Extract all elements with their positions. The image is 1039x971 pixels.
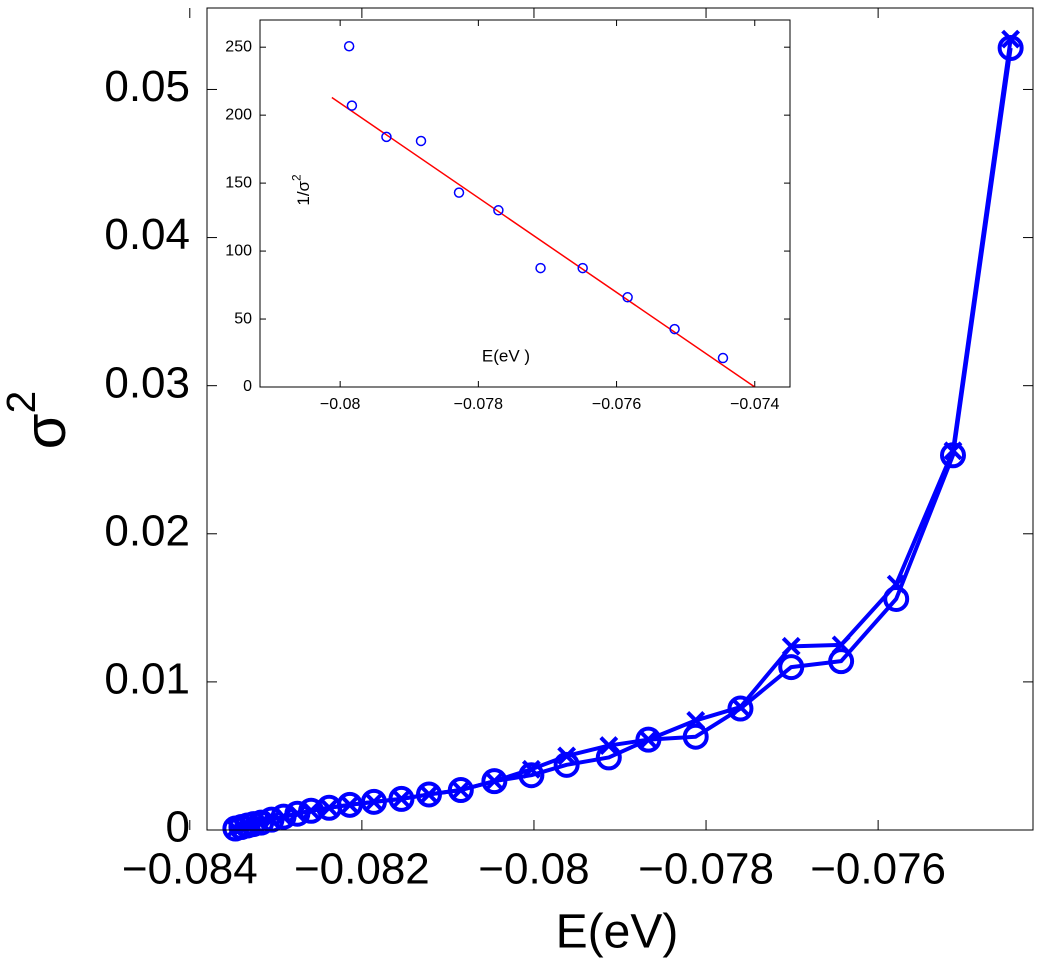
- marker-cross: [319, 798, 339, 818]
- marker-cross: [638, 730, 658, 750]
- marker-cross: [419, 785, 439, 804]
- marker-cross: [686, 710, 706, 730]
- y-axis-label-base: 1/σ: [294, 180, 313, 205]
- marker-cross: [301, 801, 321, 821]
- marker-cross: [274, 807, 293, 827]
- x-tick-label: −0.084: [122, 845, 258, 894]
- marker-circle: [577, 262, 588, 274]
- y-tick-label: 0: [243, 378, 252, 395]
- marker-circle: [381, 131, 392, 143]
- marker-cross: [599, 736, 619, 755]
- y-tick-label: 200: [225, 106, 252, 123]
- marker-circle: [346, 100, 358, 111]
- marker-cross: [1001, 29, 1021, 49]
- marker-circle: [622, 292, 633, 303]
- axes: −0.08 −0.078 −0.076 −0.074 0 50 100 150 200 250 E(…: [225, 19, 791, 413]
- x-axis-label: E(eV): [556, 906, 679, 959]
- marker-circle: [343, 40, 355, 52]
- y-tick-label: 0.02: [104, 506, 190, 555]
- marker-cross: [731, 697, 750, 717]
- marker-circle: [415, 135, 427, 147]
- plot-marks: [331, 40, 756, 388]
- y-tick-label: 0.04: [104, 210, 190, 259]
- x-tick-label: −0.08: [478, 845, 589, 894]
- marker-circle: [535, 262, 546, 274]
- x-tick-label: −0.076: [810, 845, 946, 894]
- y-tick-label: 0: [166, 803, 190, 852]
- marker-cross: [886, 574, 906, 594]
- marker-cross: [943, 441, 963, 461]
- y-tick-label: 0.05: [104, 62, 190, 111]
- axes-frame: [206, 7, 1034, 831]
- y-tick-label: 0.03: [104, 358, 190, 407]
- x-tick-label: −0.074: [730, 396, 779, 413]
- marker-cross: [521, 759, 541, 779]
- y-axis-label: σ2: [0, 391, 78, 449]
- y-axis-label-superscript: 2: [289, 174, 303, 181]
- marker-circle: [518, 762, 545, 789]
- y-tick-label: 50: [234, 310, 252, 327]
- marker-cross: [238, 816, 257, 835]
- marker-cross: [557, 746, 577, 766]
- fit-line: [331, 96, 756, 388]
- x-axis-label: E(eV ): [482, 346, 530, 365]
- x-tick-label: −0.082: [294, 845, 430, 894]
- marker-cross: [364, 792, 384, 812]
- plot-marks: [222, 29, 1024, 842]
- marker-cross: [781, 636, 801, 656]
- x-tick-label: −0.078: [638, 845, 774, 894]
- marker-cross: [484, 771, 504, 791]
- marker-circle: [669, 323, 680, 335]
- y-tick-label: 100: [225, 242, 252, 259]
- marker-circle: [493, 205, 504, 216]
- marker-circle: [682, 723, 709, 750]
- y-tick-label: 250: [225, 38, 252, 55]
- marker-circle: [828, 648, 855, 675]
- marker-cross: [340, 795, 360, 815]
- y-tick-label: 150: [225, 174, 252, 191]
- x-tick-label: −0.08: [320, 396, 361, 413]
- marker-cross: [392, 789, 411, 809]
- marker-cross: [831, 635, 851, 655]
- y-axis-label-superscript: 2: [0, 391, 44, 414]
- marker-cross: [287, 804, 307, 824]
- y-tick-label: 0.01: [104, 655, 190, 704]
- x-tick-label: −0.076: [592, 396, 641, 413]
- marker-circle: [778, 654, 805, 681]
- axes-frame: [259, 19, 791, 388]
- marker-circle: [717, 352, 729, 364]
- y-axis-label: 1/σ2: [289, 174, 313, 206]
- marker-cross: [451, 780, 471, 800]
- marker-circle: [453, 187, 465, 198]
- marker-circle: [481, 768, 508, 795]
- x-tick-label: −0.078: [454, 396, 503, 413]
- plot-area: [260, 20, 790, 387]
- y-axis-label-base: σ: [13, 413, 78, 449]
